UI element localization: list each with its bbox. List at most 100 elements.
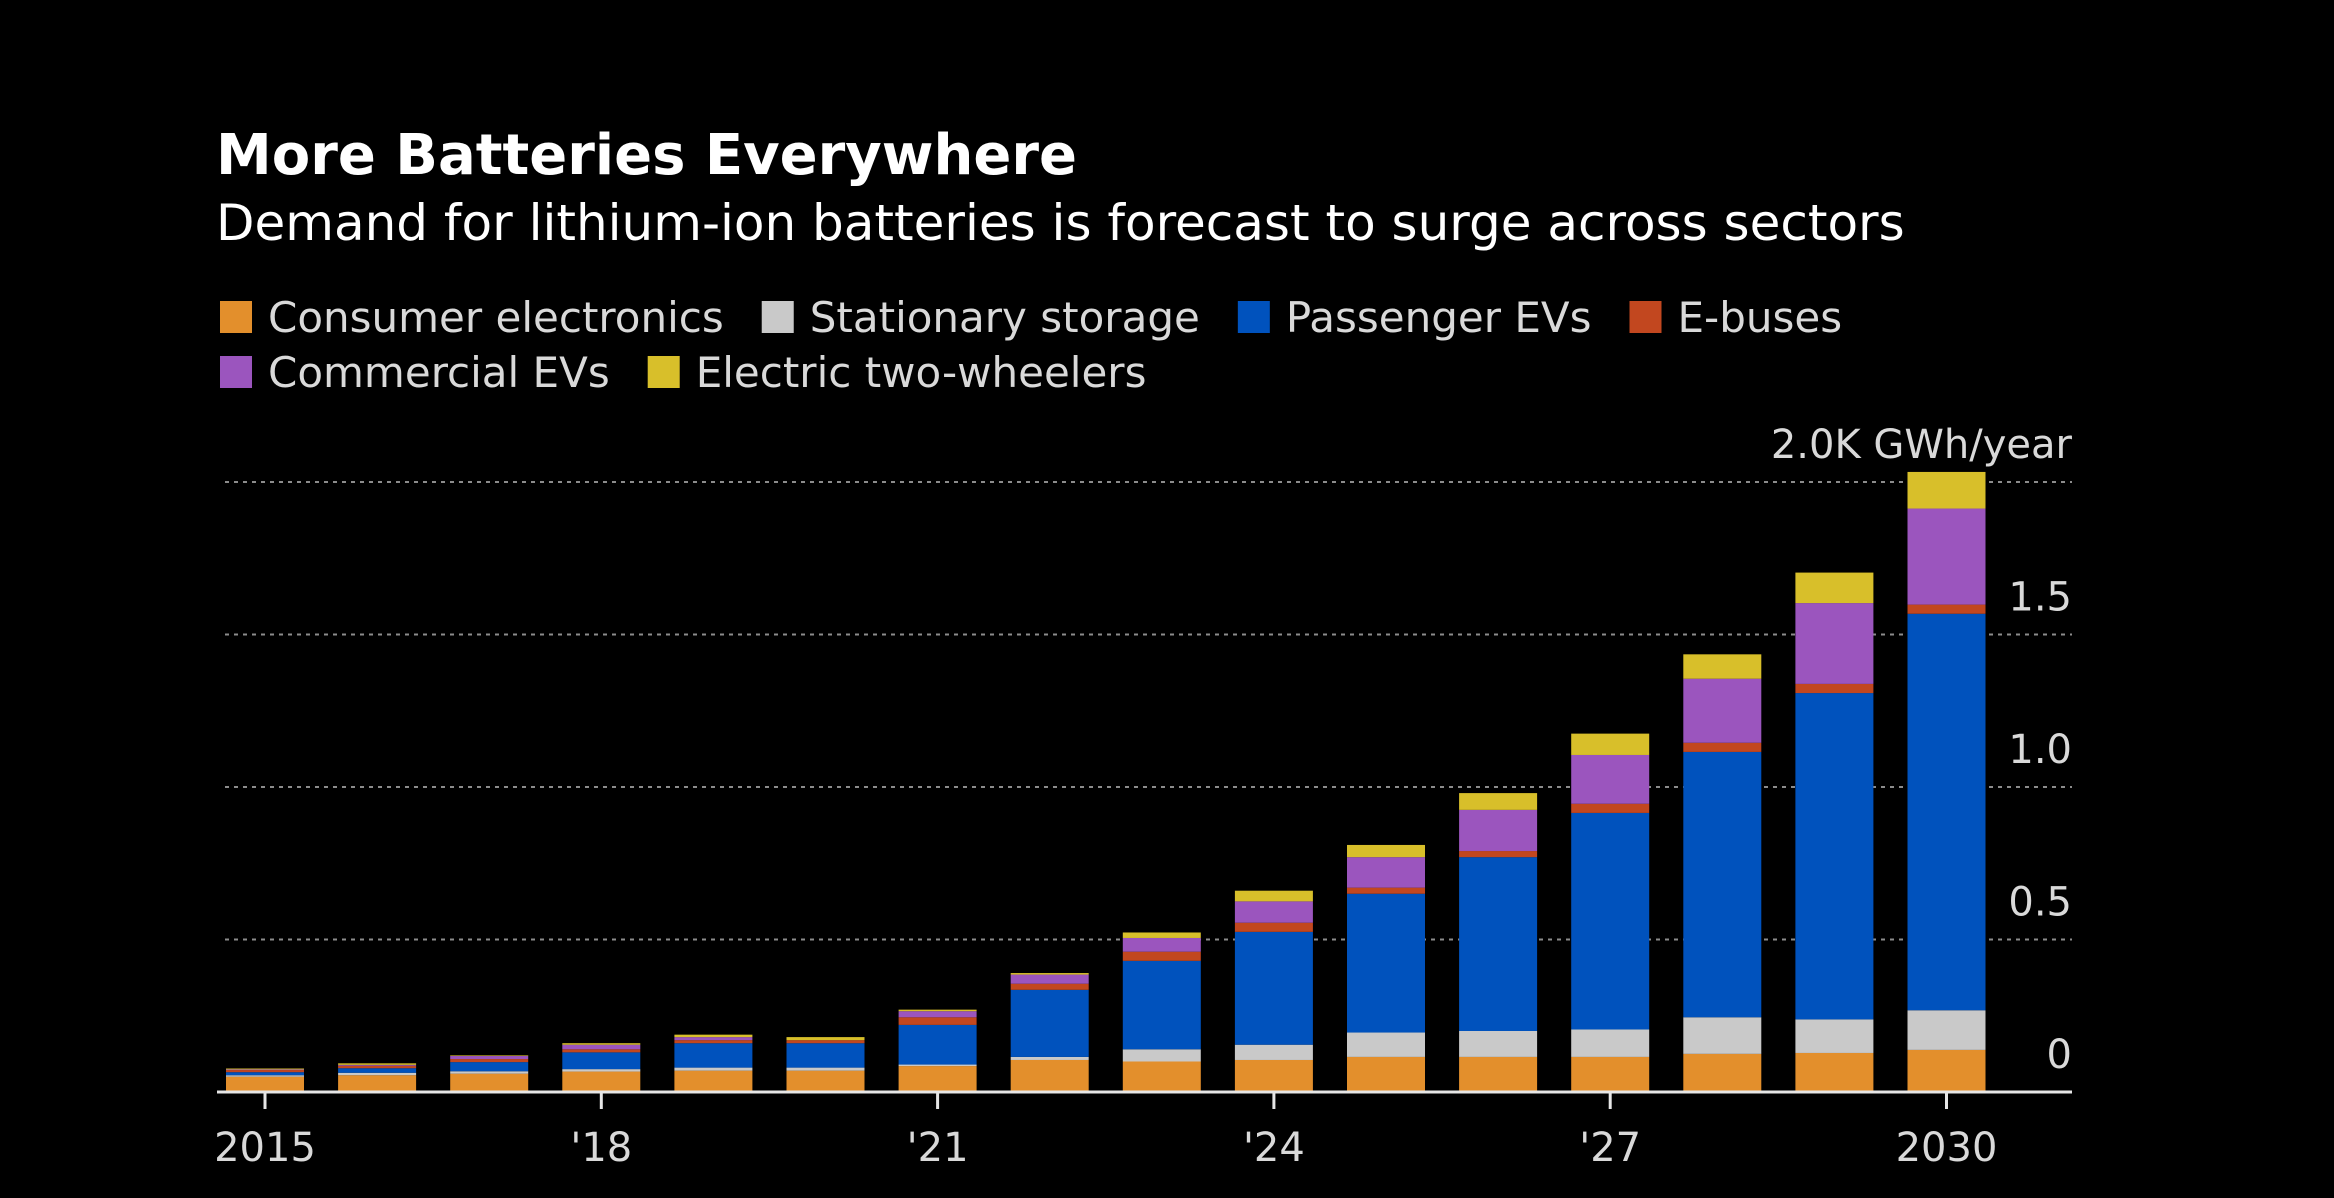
bar-segment-electric-two-wheelers [1795, 572, 1874, 604]
y-tick-label: 1.0 [2008, 727, 2072, 773]
bar-segment-e-buses [898, 1017, 977, 1025]
bar-segment-consumer-electronics [1683, 1053, 1762, 1092]
bar-segment-stationary-storage [450, 1071, 529, 1074]
bar-segment-commercial-evs [1907, 508, 1986, 605]
bar-segment-stationary-storage [898, 1064, 977, 1067]
bar-segment-electric-two-wheelers [562, 1043, 641, 1045]
bar-segment-electric-two-wheelers [1234, 890, 1313, 902]
bar-segment-electric-two-wheelers [1122, 932, 1201, 938]
bar-segment-passenger-evs [1347, 893, 1425, 1033]
bar-segment-commercial-evs [674, 1037, 753, 1041]
bar-segment-stationary-storage [1234, 1044, 1313, 1060]
bar-segment-commercial-evs [338, 1064, 417, 1066]
legend-label: Stationary storage [810, 293, 1200, 342]
bar-segment-electric-two-wheelers [786, 1037, 865, 1041]
x-tick-label: '24 [1243, 1125, 1305, 1171]
bar-stack-2024 [1234, 890, 1313, 1092]
bar-segment-commercial-evs [1795, 603, 1874, 684]
grid: 0 0.5 1.0 1.5 2.0K GWh/year [225, 422, 2073, 1078]
bar-segment-stationary-storage [1347, 1032, 1425, 1057]
bar-segment-e-buses [1795, 683, 1874, 694]
legend-item-passenger-evs: Passenger EVs [1237, 293, 1592, 342]
bar-segment-stationary-storage [1683, 1017, 1762, 1054]
bar-segment-e-buses [1683, 742, 1762, 752]
bar-segment-commercial-evs [1683, 678, 1762, 743]
bar-segment-e-buses [450, 1059, 529, 1063]
bar-stack-2030 [1907, 471, 1986, 1092]
legend-swatch [1629, 301, 1662, 333]
legend-swatch [220, 356, 252, 388]
y-tick-label: 1.5 [2008, 575, 2072, 621]
x-tick-label: '27 [1579, 1125, 1641, 1171]
bar-segment-commercial-evs [450, 1056, 529, 1060]
bar-segment-e-buses [1347, 887, 1425, 894]
bar-segment-passenger-evs [226, 1072, 304, 1076]
bar-stack-2015 [226, 1068, 304, 1092]
bar-segment-stationary-storage [1010, 1056, 1089, 1060]
bar-segment-passenger-evs [1459, 857, 1538, 1031]
bar-segment-electric-two-wheelers [1571, 733, 1650, 755]
x-tick-label: 2015 [214, 1125, 316, 1171]
bar-stack-2021 [898, 1009, 977, 1092]
chart-title: More Batteries Everywhere [216, 123, 1077, 188]
bar-segment-passenger-evs [562, 1052, 641, 1070]
bar-segment-stationary-storage [674, 1067, 753, 1071]
bar-segment-passenger-evs [450, 1062, 529, 1072]
legend-label: Passenger EVs [1286, 293, 1592, 342]
bar-stack-2017 [450, 1055, 529, 1092]
bar-stack-2018 [562, 1043, 641, 1092]
legend-swatch [647, 356, 680, 388]
bar-segment-e-buses [226, 1070, 304, 1073]
legend-item-commercial-evs: Commercial EVs [220, 348, 610, 397]
bar-stack-2025 [1347, 844, 1425, 1092]
bar-segment-stationary-storage [226, 1075, 304, 1077]
bar-segment-e-buses [1010, 983, 1089, 990]
bar-segment-electric-two-wheelers [1683, 654, 1762, 679]
bar-segment-passenger-evs [898, 1024, 977, 1065]
bar-segment-passenger-evs [1122, 960, 1201, 1050]
bar-segment-commercial-evs [1571, 754, 1650, 804]
bar-segment-consumer-electronics [1459, 1056, 1538, 1092]
bar-stack-2029 [1795, 572, 1874, 1092]
bar-segment-stationary-storage [1795, 1019, 1874, 1053]
bars [226, 471, 1986, 1092]
bar-stack-2023 [1122, 932, 1201, 1092]
bar-segment-commercial-evs [1010, 974, 1089, 984]
bar-segment-stationary-storage [562, 1069, 641, 1072]
bar-stack-2028 [1683, 654, 1762, 1092]
bar-segment-passenger-evs [1571, 812, 1650, 1030]
bar-segment-consumer-electronics [1234, 1059, 1313, 1092]
bar-segment-commercial-evs [1234, 901, 1313, 923]
bar-segment-consumer-electronics [450, 1073, 529, 1092]
legend-swatch [761, 301, 794, 333]
legend-label: Commercial EVs [268, 348, 610, 397]
x-tick-label: 2030 [1896, 1125, 1998, 1171]
bar-segment-e-buses [338, 1065, 417, 1069]
bar-segment-passenger-evs [1795, 693, 1874, 1020]
x-tick-label: '21 [907, 1125, 969, 1171]
bar-segment-consumer-electronics [226, 1076, 304, 1092]
bar-segment-consumer-electronics [1571, 1056, 1650, 1092]
bar-segment-consumer-electronics [1347, 1056, 1425, 1092]
bar-segment-commercial-evs [562, 1044, 641, 1050]
bar-segment-e-buses [786, 1040, 865, 1044]
bar-segment-consumer-electronics [338, 1075, 417, 1092]
bar-segment-electric-two-wheelers [450, 1055, 529, 1057]
axes: 2015 '18 '21 '24 '27 2030 [214, 1090, 2072, 1171]
legend-item-electric-two-wheelers: Electric two-wheelers [647, 348, 1146, 397]
bar-segment-consumer-electronics [1122, 1061, 1201, 1092]
bar-segment-passenger-evs [1907, 613, 1986, 1011]
bar-segment-passenger-evs [1234, 931, 1313, 1045]
bar-segment-e-buses [1459, 851, 1538, 858]
bar-segment-electric-two-wheelers [1010, 973, 1089, 975]
bar-segment-e-buses [1907, 604, 1986, 614]
chart-subtitle: Demand for lithium-ion batteries is fore… [216, 194, 1905, 252]
x-tick-label: '18 [570, 1125, 632, 1171]
bar-stack-2022 [1010, 973, 1089, 1092]
bar-segment-stationary-storage [338, 1072, 417, 1076]
bar-segment-consumer-electronics [1795, 1052, 1874, 1092]
bar-segment-e-buses [1234, 922, 1313, 932]
bar-segment-electric-two-wheelers [898, 1009, 977, 1012]
legend: Consumer electronics Stationary storage Pa… [220, 293, 1842, 397]
